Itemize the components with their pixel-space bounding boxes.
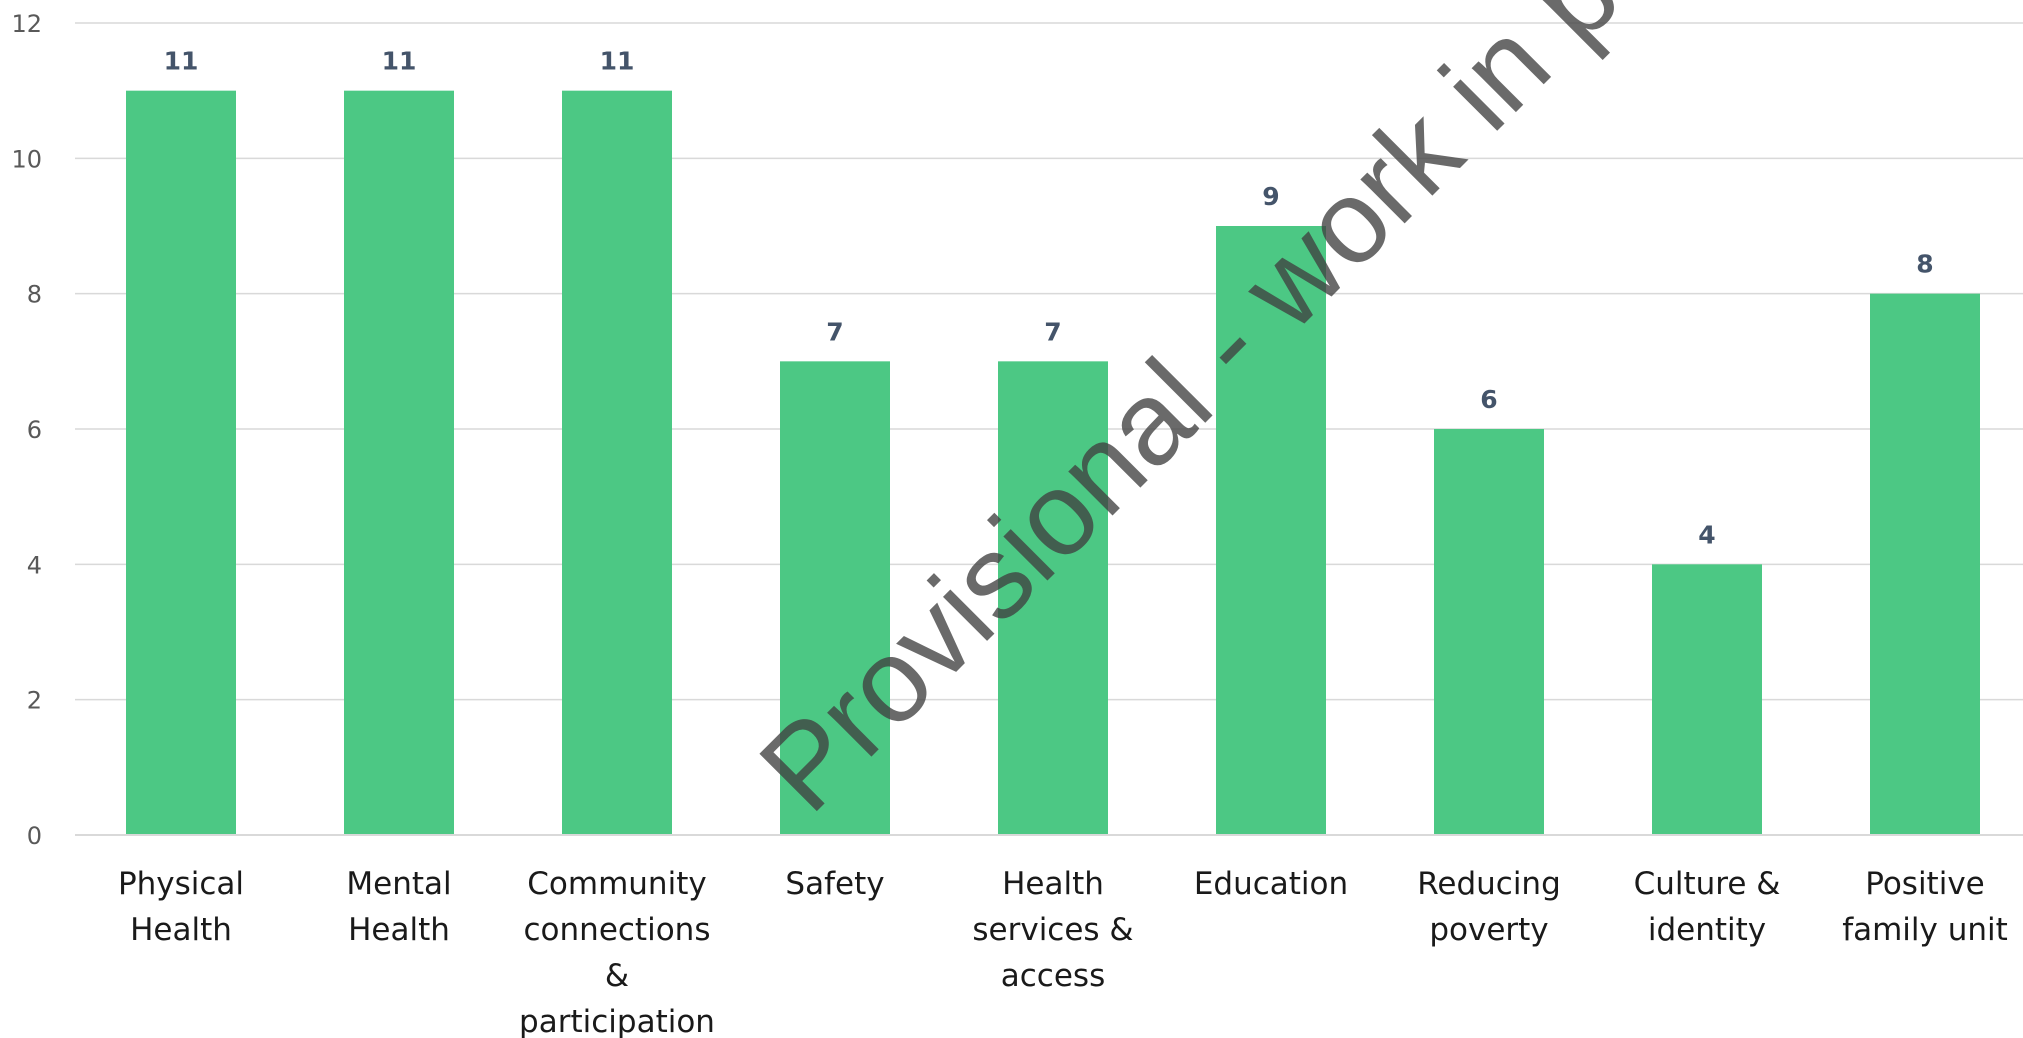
bar: [780, 361, 890, 835]
data-label: 8: [1916, 250, 1933, 279]
data-label: 6: [1480, 385, 1497, 414]
data-label: 9: [1262, 182, 1279, 211]
data-labels: 11 11 11 7 7 9 6 4 8: [164, 47, 1934, 550]
bar: [344, 90, 454, 835]
bar: [1870, 293, 1980, 836]
x-tick-label: Culture & identity: [1634, 866, 1781, 948]
x-tick-label: Education: [1194, 866, 1348, 902]
x-tick-label: Positive family unit: [1842, 866, 2008, 948]
bars: [126, 90, 1980, 836]
x-tick-label: Community connections & participation: [519, 866, 715, 1038]
y-tick-label: 6: [27, 416, 42, 444]
x-tick-label: Safety: [785, 866, 884, 902]
y-tick-label: 12: [11, 10, 42, 38]
y-tick-label: 2: [27, 687, 42, 715]
bar: [1434, 429, 1544, 835]
x-tick-label: Physical Health: [118, 866, 244, 948]
y-tick-label: 8: [27, 281, 42, 309]
x-axis: Physical Health Mental Health Community conne…: [75, 834, 2023, 1038]
x-tick-label: Reducing poverty: [1417, 866, 1561, 948]
data-label: 11: [164, 47, 199, 76]
x-tick-label: Mental Health: [346, 866, 451, 948]
bar: [126, 90, 236, 835]
y-tick-label: 0: [27, 822, 42, 850]
data-label: 11: [382, 47, 417, 76]
bar: [998, 361, 1108, 835]
data-label: 7: [1044, 317, 1061, 346]
y-tick-label: 10: [11, 145, 42, 173]
x-tick-label: Health services & access: [972, 866, 1133, 994]
data-label: 4: [1698, 520, 1715, 549]
data-label: 7: [826, 317, 843, 346]
bar: [1652, 564, 1762, 835]
data-label: 11: [600, 47, 635, 76]
y-tick-label: 4: [27, 551, 42, 579]
bar: [1216, 226, 1326, 835]
y-axis: 0 2 4 6 8 10 12: [11, 10, 42, 850]
bar: [562, 90, 672, 835]
